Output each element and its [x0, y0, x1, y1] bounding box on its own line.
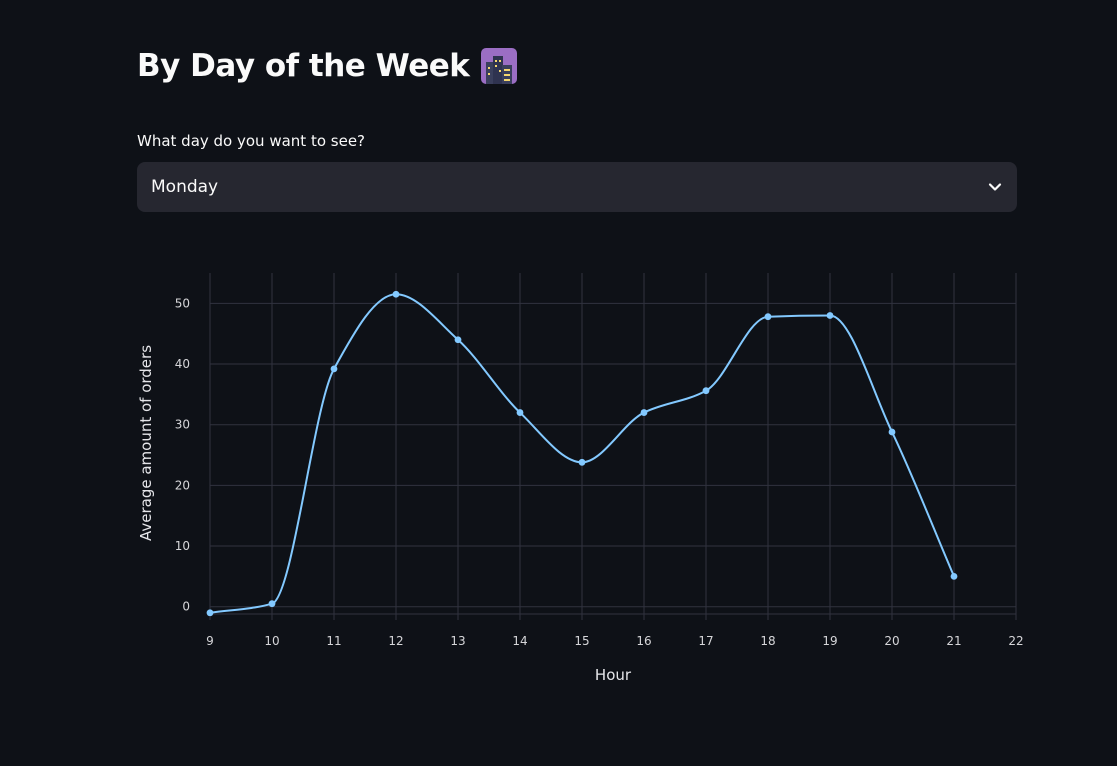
- x-axis-title: Hour: [595, 666, 632, 684]
- data-point-hour-16: [640, 409, 648, 416]
- y-tick-label-40: 40: [175, 357, 190, 371]
- y-tick-label-50: 50: [175, 296, 190, 310]
- data-point-hour-13: [454, 336, 462, 344]
- x-tick-label-12: 12: [388, 634, 403, 648]
- data-point-hour-12: [392, 290, 400, 298]
- y-axis-title: Average amount of orders: [137, 345, 155, 541]
- data-point-hour-21: [950, 572, 958, 580]
- data-point-hour-14: [516, 409, 524, 416]
- x-tick-label-9: 9: [206, 634, 214, 648]
- page-title-text: By Day of the Week: [137, 48, 470, 84]
- x-tick-label-21: 21: [946, 634, 961, 648]
- data-point-hour-15: [578, 458, 586, 466]
- x-tick-label-17: 17: [698, 634, 713, 648]
- data-point-hour-10: [268, 600, 276, 608]
- x-tick-label-19: 19: [822, 634, 837, 648]
- day-select-value: Monday: [151, 177, 219, 197]
- night-city-icon: [481, 48, 518, 84]
- x-tick-label-14: 14: [512, 634, 527, 648]
- chart-points: [206, 290, 958, 617]
- x-tick-label-16: 16: [636, 634, 651, 648]
- data-point-hour-11: [330, 365, 338, 373]
- x-tick-label-11: 11: [326, 634, 341, 648]
- day-select-label: What day do you want to see?: [137, 132, 366, 150]
- x-tick-label-22: 22: [1008, 634, 1023, 648]
- data-point-hour-17: [702, 387, 710, 395]
- data-point-hour-9: [206, 609, 214, 617]
- y-tick-label-10: 10: [175, 539, 190, 553]
- chart-grid: [209, 273, 1017, 620]
- x-tick-label-18: 18: [760, 634, 775, 648]
- x-tick-label-10: 10: [264, 634, 279, 648]
- y-tick-label-0: 0: [182, 600, 190, 614]
- x-tick-label-20: 20: [884, 634, 899, 648]
- data-point-hour-18: [764, 313, 772, 321]
- page-title: By Day of the Week: [137, 44, 518, 88]
- data-point-hour-20: [888, 428, 896, 436]
- chevron-down-icon: [988, 183, 1002, 191]
- chart-ticks: 9 10 11 12 13 14 15 16 17 18 19 20 21 22 0 10 20 30 40 50: [175, 296, 1024, 648]
- data-point-hour-19: [826, 312, 834, 319]
- x-tick-label-13: 13: [450, 634, 465, 648]
- y-tick-label-30: 30: [175, 418, 190, 432]
- y-tick-label-20: 20: [175, 478, 190, 492]
- day-select[interactable]: Monday: [137, 162, 1017, 212]
- x-tick-label-15: 15: [574, 634, 589, 648]
